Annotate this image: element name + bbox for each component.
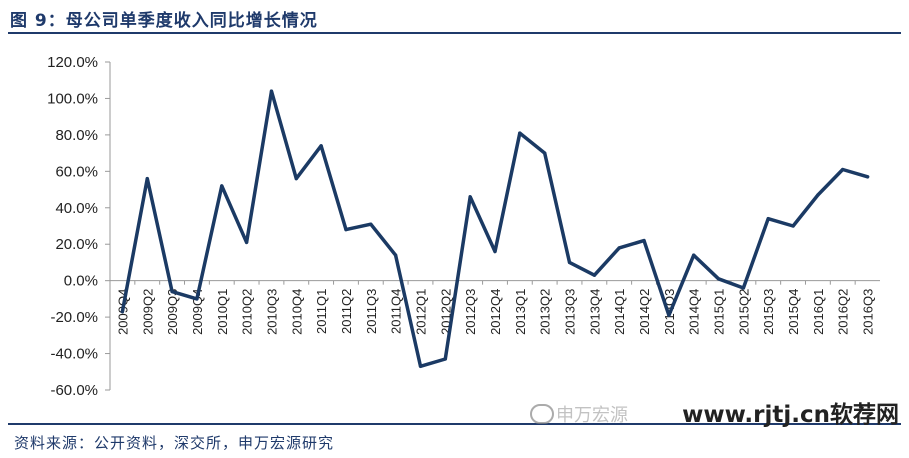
data-point [816,193,820,197]
wechat-icon [530,404,554,424]
x-tick-label: 2014Q4 [687,289,702,335]
x-tick-label: 2013Q1 [513,289,528,335]
data-point [418,364,423,368]
source-note: 资料来源：公开资料，深交所，申万宏源研究 [14,434,335,452]
data-point [766,217,770,221]
data-point [543,151,547,155]
x-tick-label: 2012Q1 [413,289,428,335]
watermark-text: www.rjtj.cn软荐网 [682,402,899,428]
x-tick-label: 2016Q1 [811,289,826,335]
data-point [220,184,224,188]
x-tick-label: 2015Q2 [736,289,751,335]
x-tick-label: 2009Q3 [165,289,180,335]
y-tick-label: 20.0% [55,236,98,253]
y-tick-label: -60.0% [50,382,98,399]
x-tick-label: 2010Q1 [215,289,230,335]
data-point [245,240,249,244]
x-tick-label: 2010Q2 [240,289,255,335]
y-tick-label: 80.0% [55,127,98,144]
x-tick-label: 2010Q3 [264,289,279,335]
data-point [468,195,472,199]
data-point [692,253,696,257]
x-tick-label: 2009Q4 [190,289,205,335]
x-tick-label: 2015Q3 [761,289,776,335]
data-point [716,277,721,281]
x-tick-label: 2013Q3 [563,289,578,335]
data-point [195,297,199,301]
data-point [145,177,149,181]
data-point [592,273,596,277]
data-point [642,238,646,243]
data-point [841,167,845,172]
watermark-faded-text: 申万宏源 [556,405,628,426]
x-tick-label: 2012Q3 [463,289,478,335]
y-tick-label: 0.0% [64,273,98,290]
data-point [269,89,274,93]
figure-title: 图 9：母公司单季度收入同比增长情况 [10,11,318,31]
x-tick-label: 2015Q1 [712,289,727,335]
data-point [617,246,621,250]
y-tick-label: -20.0% [50,309,98,326]
y-tick-label: 40.0% [55,200,98,217]
bottom-rule [8,423,901,425]
data-point [443,357,447,361]
data-point [170,290,174,294]
x-tick-label: 2011Q2 [339,289,354,334]
data-point [493,249,497,254]
x-tick-label: 2016Q3 [861,289,876,335]
y-tick-label: -40.0% [50,346,98,363]
x-tick-label: 2014Q1 [612,289,627,335]
data-point [394,253,398,257]
x-tick-label: 2012Q4 [488,289,503,335]
x-tick-label: 2009Q2 [140,289,155,335]
data-point [741,286,745,290]
y-tick-label: 120.0% [47,54,98,71]
data-point [120,310,125,314]
data-point [667,313,671,317]
x-tick-label: 2013Q2 [538,289,553,335]
data-point [518,131,522,135]
data-point [791,224,795,228]
data-point [344,228,348,232]
x-tick-label: 2011Q4 [389,289,404,334]
data-point [865,175,870,179]
data-point [567,260,572,265]
data-point [319,144,323,148]
x-tick-label: 2014Q2 [637,289,652,335]
y-tick-label: 60.0% [55,163,98,180]
x-tick-label: 2010Q4 [289,289,304,335]
data-point [369,222,373,226]
x-tick-label: 2013Q4 [587,289,602,335]
x-tick-label: 2015Q4 [786,289,801,335]
y-tick-label: 100.0% [47,90,98,107]
data-point [294,177,298,181]
x-tick-label: 2016Q2 [836,289,851,335]
x-tick-label: 2011Q1 [314,289,329,334]
x-tick-label: 2011Q3 [364,289,379,334]
top-rule [8,32,901,34]
